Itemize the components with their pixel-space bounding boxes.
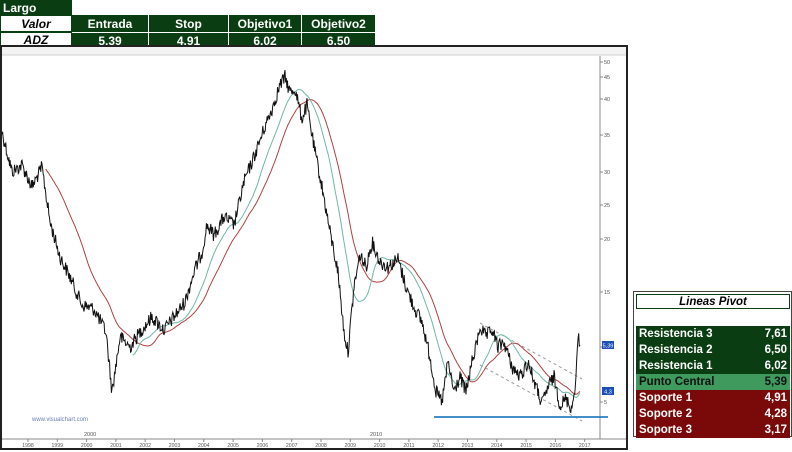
x-tick-label: 2016 xyxy=(550,443,562,448)
y-tick-label: 35 xyxy=(604,133,610,139)
x-tick-label: 2010 xyxy=(374,443,386,448)
price-marker-current: 5,39 xyxy=(602,341,614,350)
header-objetivo2: Objetivo2 xyxy=(301,15,375,32)
x-tick-label: 2014 xyxy=(491,443,503,448)
x-tick-label: 2004 xyxy=(198,443,210,448)
pivot-row-soporte-1: Soporte 1 4,91 xyxy=(636,390,790,406)
pivot-row-punto-central: Punto Central 5,39 xyxy=(636,374,790,390)
pivot-row-value: 3,17 xyxy=(764,424,787,436)
y-tick-label: 50 xyxy=(604,60,610,66)
pivot-row-value: 6,02 xyxy=(764,360,787,372)
trend-channel xyxy=(479,322,583,422)
x-tick-label: 1998 xyxy=(22,443,34,448)
y-axis: 5045403530252015105 xyxy=(600,60,610,406)
pivot-row-label: Punto Central xyxy=(639,376,715,388)
x-tick-label: 2012 xyxy=(432,443,444,448)
chart-canvas[interactable]: 5045403530252015105 19981999200020012002… xyxy=(2,47,626,448)
y-tick-label: 25 xyxy=(604,203,610,209)
pivot-row-value: 6,50 xyxy=(764,344,787,356)
sub-label-0: 2000 xyxy=(84,432,96,438)
header-stop: Stop xyxy=(148,15,228,32)
x-tick-label: 2007 xyxy=(286,443,298,448)
entrada-value: 5,39 xyxy=(72,32,148,48)
x-tick-label: 2000 xyxy=(81,443,93,448)
pivot-row-resistencia-1: Resistencia 1 6,02 xyxy=(636,358,790,374)
pivot-row-label: Resistencia 3 xyxy=(639,328,713,340)
y-tick-label: 20 xyxy=(604,237,610,243)
pivot-row-label: Soporte 2 xyxy=(639,408,693,420)
price-marker-current-label: 5,39 xyxy=(603,344,614,350)
x-tick-label: 2009 xyxy=(345,443,357,448)
pivot-lines-panel: Lineas Pivot Resistencia 3 7,61 Resistenci… xyxy=(633,291,792,438)
price-marker-support-label: 4,3 xyxy=(604,390,612,396)
x-tick-label: 2015 xyxy=(520,443,532,448)
sub-label-1: 2010 xyxy=(370,432,382,438)
trade-title: Largo xyxy=(0,0,72,15)
pivot-row-soporte-2: Soporte 2 4,28 xyxy=(636,406,790,422)
y-tick-label: 40 xyxy=(604,97,610,103)
price-chart[interactable]: 5045403530252015105 19981999200020012002… xyxy=(0,45,628,450)
x-tick-label: 2017 xyxy=(579,443,591,448)
header-entrada: Entrada xyxy=(72,15,148,32)
pivot-row-value: 4,28 xyxy=(764,408,787,420)
x-axis: 1998 1999 2000 2001 2002 2003 2004 2005 2006 2007… xyxy=(22,439,591,448)
y-tick-label: 15 xyxy=(604,290,610,296)
pivot-row-label: Soporte 1 xyxy=(639,392,693,404)
pivot-title: Lineas Pivot xyxy=(636,294,790,309)
price-marker-support: 4,3 xyxy=(602,387,614,396)
objetivo2-value: 6,50 xyxy=(301,32,375,48)
header-objetivo1: Objetivo1 xyxy=(228,15,301,32)
x-tick-label: 2005 xyxy=(227,443,239,448)
x-tick-label: 2013 xyxy=(462,443,474,448)
pivot-row-label: Resistencia 2 xyxy=(639,344,713,356)
pivot-row-value: 5,39 xyxy=(764,376,787,388)
x-tick-label: 1999 xyxy=(52,443,64,448)
pivot-row-soporte-3: Soporte 3 3,17 xyxy=(636,422,790,438)
header-valor: Valor xyxy=(0,15,72,32)
stop-value: 4,91 xyxy=(148,32,228,48)
y-tick-label: 45 xyxy=(604,75,610,81)
pivot-row-label: Soporte 3 xyxy=(639,424,693,436)
pivot-row-resistencia-2: Resistencia 2 6,50 xyxy=(636,342,790,358)
x-tick-label: 2002 xyxy=(139,443,151,448)
watermark: www.visualchart.com xyxy=(31,417,88,423)
y-tick-label: 5 xyxy=(604,400,607,406)
pivot-row-label: Resistencia 1 xyxy=(639,360,713,372)
price-series xyxy=(2,70,581,414)
pivot-row-value: 4,91 xyxy=(764,392,787,404)
y-tick-label: 30 xyxy=(604,170,610,176)
pivot-row-resistencia-3: Resistencia 3 7,61 xyxy=(636,326,790,342)
pivot-row-value: 7,61 xyxy=(764,328,787,340)
objetivo1-value: 6,02 xyxy=(228,32,301,48)
x-tick-label: 2011 xyxy=(403,443,414,448)
x-tick-label: 2008 xyxy=(315,443,327,448)
x-tick-label: 2001 xyxy=(110,443,122,448)
x-tick-label: 2006 xyxy=(257,443,269,448)
x-tick-label: 2003 xyxy=(169,443,181,448)
moving-average-fast xyxy=(132,89,581,398)
